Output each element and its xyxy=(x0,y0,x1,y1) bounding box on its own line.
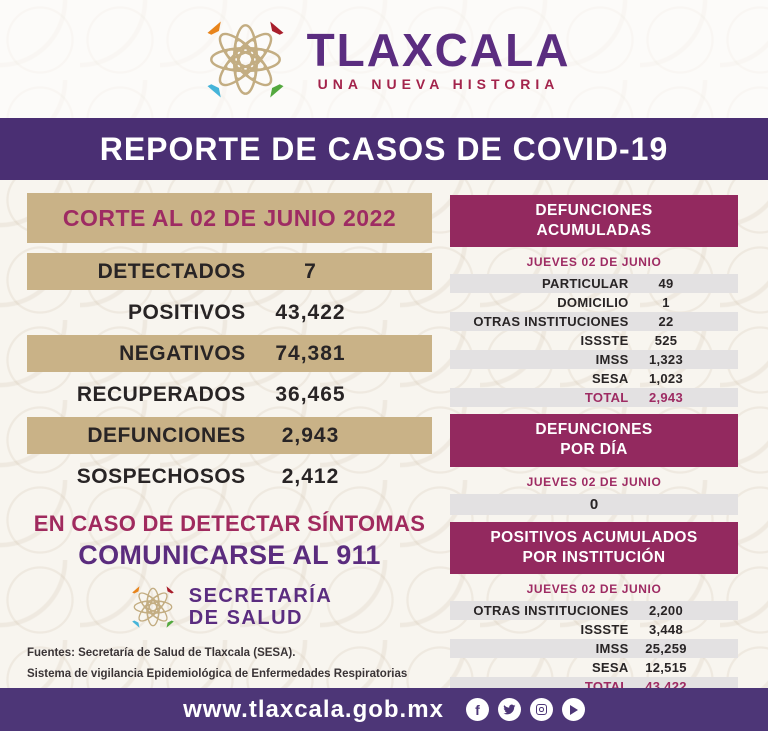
table-row: POSITIVOS 43,422 xyxy=(27,294,432,331)
table-row: SOSPECHOSOS 2,412 xyxy=(27,458,432,495)
notice-line1: EN CASO DE DETECTAR SÍNTOMAS xyxy=(33,511,426,536)
positives-by-institution-table: OTRAS INSTITUCIONES 2,200 ISSSTE 3,448 I… xyxy=(450,600,738,696)
row-label: DEFUNCIONES xyxy=(87,423,246,447)
row-label: OTRAS INSTITUCIONES xyxy=(473,602,629,618)
table-row: SESA 1,023 xyxy=(450,369,738,388)
salud-flower-logo-icon xyxy=(127,581,179,633)
row-value: 25,259 xyxy=(645,640,687,656)
footer: www.tlaxcala.gob.mx f xyxy=(0,688,768,731)
deaths-accumulated-table: PARTICULAR 49 DOMICILIO 1 OTRAS INSTITUC… xyxy=(450,274,738,408)
row-label: SESA xyxy=(591,371,629,387)
detail-column: DEFUNCIONES ACUMULADAS JUEVES 02 DE JUNI… xyxy=(450,193,738,705)
symptoms-notice: EN CASO DE DETECTAR SÍNTOMAS COMUNICARSE… xyxy=(27,511,432,571)
row-value: 3,448 xyxy=(648,621,683,637)
summary-column: CORTE AL 02 DE JUNIO 2022 DETECTADOS 7 P… xyxy=(27,193,432,705)
table-row: IMSS 1,323 xyxy=(450,350,738,370)
deaths-accumulated-header: DEFUNCIONES ACUMULADAS xyxy=(450,195,738,248)
section-title-line2: ACUMULADAS xyxy=(536,222,652,240)
row-value: 2,412 xyxy=(281,464,340,488)
table-row: NEGATIVOS 74,381 xyxy=(27,335,432,372)
sources-line1: Fuentes: Secretaría de Salud de Tlaxcala… xyxy=(27,647,296,659)
section-title-line1: POSITIVOS ACUMULADOS xyxy=(490,528,698,546)
row-value: 1,323 xyxy=(648,352,683,368)
cutoff-date: CORTE AL 02 DE JUNIO 2022 xyxy=(62,204,397,231)
row-label: ISSSTE xyxy=(580,621,629,637)
section-title-line1: DEFUNCIONES xyxy=(535,202,653,219)
deaths-daily-value: 0 xyxy=(450,493,738,515)
table-row: SESA 12,515 xyxy=(450,658,738,677)
positives-by-institution-header: POSITIVOS ACUMULADOS POR INSTITUCIÓN xyxy=(450,521,738,574)
brand-name: TLAXCALA xyxy=(306,23,571,76)
row-value: 2,943 xyxy=(648,390,683,406)
table-row: OTRAS INSTITUCIONES 2,200 xyxy=(450,600,738,620)
twitter-icon[interactable] xyxy=(497,698,521,721)
youtube-icon[interactable] xyxy=(561,698,585,721)
social-links: f xyxy=(465,698,585,721)
row-value: 22 xyxy=(658,314,674,330)
row-value: 43,422 xyxy=(275,300,346,324)
facebook-icon[interactable]: f xyxy=(465,698,489,721)
table-total-row: TOTAL 2,943 xyxy=(450,388,738,408)
report-title-banner: REPORTE DE CASOS DE COVID-19 xyxy=(0,118,768,180)
row-value: 1 xyxy=(662,295,670,311)
row-label: IMSS xyxy=(595,640,629,656)
row-value: 1,023 xyxy=(648,371,683,387)
cutoff-date-banner: CORTE AL 02 DE JUNIO 2022 xyxy=(27,193,432,243)
row-label: OTRAS INSTITUCIONES xyxy=(473,314,629,330)
ministry-line1: SECRETARÍA xyxy=(188,585,333,607)
table-row: IMSS 25,259 xyxy=(450,638,738,658)
row-value: 2,943 xyxy=(281,423,340,447)
row-label: POSITIVOS xyxy=(127,300,246,324)
row-value: 7 xyxy=(304,259,317,283)
health-ministry-lockup: SECRETARÍA DE SALUD xyxy=(27,581,432,633)
section-date: JUEVES 02 DE JUNIO xyxy=(526,255,662,270)
section-title-line2: POR INSTITUCIÓN xyxy=(522,548,666,566)
row-label: ISSSTE xyxy=(580,333,629,349)
brand-tagline: UNA NUEVA HISTORIA xyxy=(317,75,560,92)
table-row: DETECTADOS 7 xyxy=(27,253,432,290)
main-content: CORTE AL 02 DE JUNIO 2022 DETECTADOS 7 P… xyxy=(0,180,768,705)
row-value: 525 xyxy=(654,333,678,349)
row-value: 74,381 xyxy=(275,341,346,365)
row-value: 2,200 xyxy=(648,602,683,618)
ministry-line2: DE SALUD xyxy=(188,607,303,629)
row-label: SESA xyxy=(591,659,629,675)
row-label: RECUPERADOS xyxy=(76,382,246,406)
table-row: PARTICULAR 49 xyxy=(450,274,738,294)
row-label: DETECTADOS xyxy=(97,259,246,283)
section-date: JUEVES 02 DE JUNIO xyxy=(526,474,662,489)
row-value: 49 xyxy=(658,276,674,292)
brand-lockup: TLAXCALA UNA NUEVA HISTORIA xyxy=(198,12,571,107)
report-title: REPORTE DE CASOS DE COVID-19 xyxy=(99,130,669,167)
tlaxcala-flower-logo-icon xyxy=(198,12,293,107)
table-row: DOMICILIO 1 xyxy=(450,293,738,312)
row-label: SOSPECHOSOS xyxy=(76,464,246,488)
section-title-line2: POR DÍA xyxy=(560,441,628,459)
website-link[interactable]: www.tlaxcala.gob.mx xyxy=(183,695,444,723)
header: TLAXCALA UNA NUEVA HISTORIA xyxy=(0,0,768,118)
summary-table: DETECTADOS 7 POSITIVOS 43,422 NEGATIVOS … xyxy=(27,253,432,495)
row-label: DOMICILIO xyxy=(557,295,629,311)
row-label: NEGATIVOS xyxy=(119,341,246,365)
table-row: DEFUNCIONES 2,943 xyxy=(27,417,432,454)
table-row: ISSSTE 3,448 xyxy=(450,620,738,639)
section-title-line1: DEFUNCIONES xyxy=(535,421,653,439)
row-label: PARTICULAR xyxy=(542,276,629,292)
row-label: TOTAL xyxy=(584,390,629,406)
section-date: JUEVES 02 DE JUNIO xyxy=(526,581,662,596)
row-value: 36,465 xyxy=(275,382,346,406)
deaths-daily-header: DEFUNCIONES POR DÍA xyxy=(450,414,738,467)
notice-line2: COMUNICARSE AL 911 xyxy=(78,540,381,570)
row-label: IMSS xyxy=(595,352,629,368)
table-row: OTRAS INSTITUCIONES 22 xyxy=(450,312,738,332)
table-row: RECUPERADOS 36,465 xyxy=(27,376,432,413)
instagram-icon[interactable] xyxy=(529,698,553,721)
row-value: 12,515 xyxy=(645,659,687,675)
table-row: ISSSTE 525 xyxy=(450,331,738,350)
